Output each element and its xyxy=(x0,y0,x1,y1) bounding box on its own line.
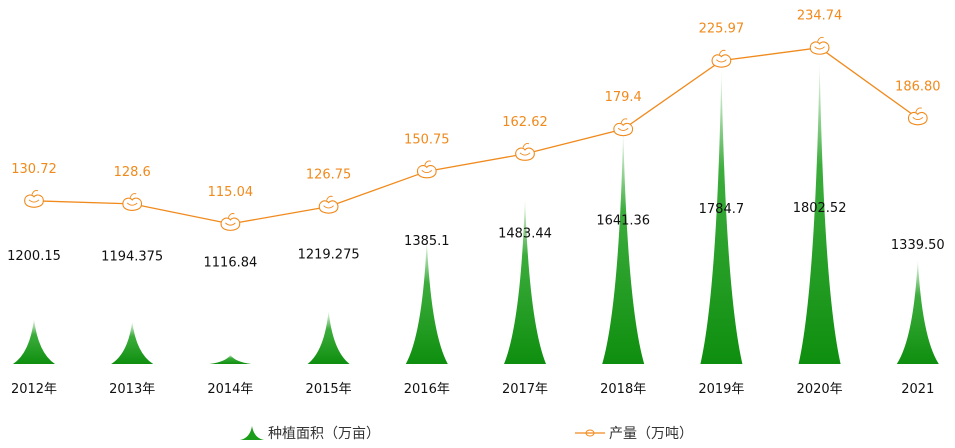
area-data-label: 1802.52 xyxy=(793,201,847,216)
yield-line xyxy=(33,47,919,225)
bean-icon[interactable] xyxy=(711,49,732,68)
x-tick-label: 2020年 xyxy=(797,382,843,397)
yield-data-label: 115.04 xyxy=(208,185,254,200)
bean-icon[interactable] xyxy=(24,189,44,208)
yield-data-label: 234.74 xyxy=(797,9,843,24)
legend-item-yield[interactable]: 产量（万吨） xyxy=(575,422,693,444)
yield-data-label: 150.75 xyxy=(404,132,450,147)
area-series-labels: 1200.15 1194.375 1116.84 1219.275 1385.1 1483… xyxy=(7,201,945,271)
area-data-label: 1483.44 xyxy=(498,226,552,241)
area-data-label: 1641.36 xyxy=(596,214,650,229)
x-tick-label: 2021 xyxy=(901,382,934,397)
yield-data-label: 186.80 xyxy=(895,79,941,94)
yield-data-label: 179.4 xyxy=(605,90,642,105)
legend-item-area[interactable]: 种植面积（万亩） xyxy=(240,422,380,444)
yield-data-label: 225.97 xyxy=(699,22,745,37)
area-data-label: 1200.15 xyxy=(7,249,61,264)
x-tick-label: 2015年 xyxy=(306,382,352,397)
area-series-spikes xyxy=(13,58,939,365)
x-tick-label: 2019年 xyxy=(698,382,744,397)
area-spike[interactable] xyxy=(700,66,743,365)
area-spike[interactable] xyxy=(405,238,448,364)
bean-icon[interactable] xyxy=(416,160,437,179)
yield-data-label: 128.6 xyxy=(114,165,151,180)
yield-data-label: 162.62 xyxy=(502,115,548,130)
area-data-label: 1194.375 xyxy=(101,249,163,264)
yield-data-label: 126.75 xyxy=(306,168,352,183)
area-spike[interactable] xyxy=(602,128,645,364)
yield-series-labels: 130.72 128.6 115.04 126.75 150.75 162.62 179.4… xyxy=(11,9,940,200)
area-spike[interactable] xyxy=(896,258,939,364)
yield-series-line xyxy=(33,47,919,225)
bean-icon[interactable] xyxy=(122,193,143,211)
area-spike[interactable] xyxy=(504,196,546,364)
x-tick-label: 2018年 xyxy=(600,382,646,397)
line-legend-icon xyxy=(575,429,605,437)
legend-label-area: 种植面积（万亩） xyxy=(268,426,380,442)
x-tick-label: 2016年 xyxy=(404,382,450,397)
area-spike[interactable] xyxy=(307,310,350,364)
x-axis-tick-labels: 2012年 2013年 2014年 2015年 2016年 2017年 2018年 2019年… xyxy=(11,382,934,397)
legend-label-yield: 产量（万吨） xyxy=(609,426,693,442)
bean-icon[interactable] xyxy=(220,213,241,231)
bean-icon[interactable] xyxy=(809,36,830,55)
area-data-label: 1339.50 xyxy=(891,238,945,253)
area-data-label: 1784.7 xyxy=(699,202,745,217)
area-data-label: 1116.84 xyxy=(204,256,258,271)
area-spike[interactable] xyxy=(111,321,154,364)
yield-data-label: 130.72 xyxy=(11,162,57,177)
x-tick-label: 2012年 xyxy=(11,382,57,397)
bean-icon[interactable] xyxy=(515,143,535,161)
bean-icon[interactable] xyxy=(907,107,928,126)
bean-icon[interactable] xyxy=(613,118,634,137)
bean-icon[interactable] xyxy=(318,195,339,214)
area-data-label: 1219.275 xyxy=(298,247,360,262)
x-tick-label: 2013年 xyxy=(109,382,155,397)
area-spike[interactable] xyxy=(209,354,252,364)
spike-legend-icon xyxy=(240,426,264,440)
x-tick-label: 2014年 xyxy=(207,382,253,397)
area-data-label: 1385.1 xyxy=(404,234,450,249)
area-spike[interactable] xyxy=(13,318,55,364)
x-tick-label: 2017年 xyxy=(502,382,548,397)
yield-series-markers xyxy=(24,36,928,231)
area-spike[interactable] xyxy=(798,58,841,365)
